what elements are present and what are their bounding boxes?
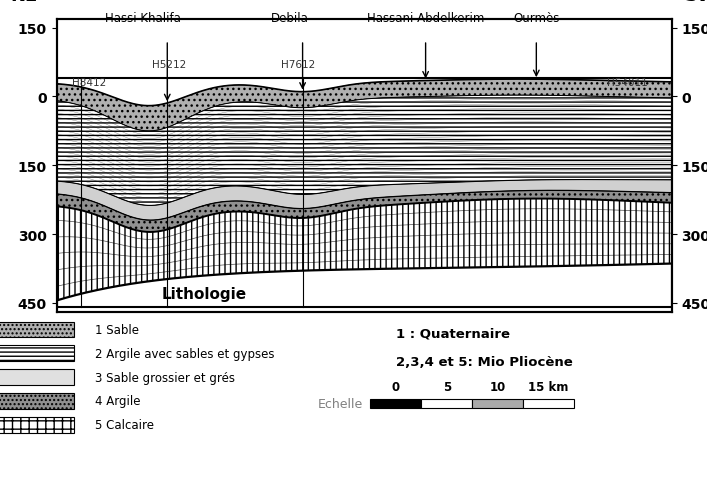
Text: Hassi Khalifa: Hassi Khalifa [105,12,180,25]
Text: Echelle: Echelle [318,397,363,410]
Text: 5: 5 [443,380,451,393]
Text: Lithologie: Lithologie [161,286,246,302]
Bar [0,322,74,338]
Text: 1 Sable: 1 Sable [95,324,139,336]
Text: H7612: H7612 [281,60,315,70]
Text: H54011: H54011 [607,78,648,88]
Text: H8412: H8412 [72,78,106,88]
Text: Ourmès: Ourmès [513,12,559,25]
Text: 1 : Quaternaire: 1 : Quaternaire [396,327,510,340]
Text: 4 Argile: 4 Argile [95,395,141,407]
Text: Hassani Abdelkerim: Hassani Abdelkerim [367,12,484,25]
Bar [0,346,74,362]
Text: 2 Argile avec sables et gypses: 2 Argile avec sables et gypses [95,347,275,360]
Text: SW: SW [685,0,707,5]
Text: 3 Sable grossier et grés: 3 Sable grossier et grés [95,371,235,384]
Text: NE: NE [11,0,37,5]
Text: 15 km: 15 km [528,380,569,393]
Text: 2,3,4 et 5: Mio Pliocène: 2,3,4 et 5: Mio Pliocène [396,355,573,368]
Text: 5 Calcaire: 5 Calcaire [95,418,154,431]
Bar [0,393,74,409]
Text: H5212: H5212 [152,60,186,70]
Text: 0: 0 [392,380,400,393]
Text: 10: 10 [490,380,506,393]
Bar [370,399,421,408]
Bar [472,399,523,408]
Bar [0,369,74,385]
Bar [0,417,74,433]
Text: Debila: Debila [271,12,309,25]
Bar [523,399,574,408]
Bar [421,399,472,408]
